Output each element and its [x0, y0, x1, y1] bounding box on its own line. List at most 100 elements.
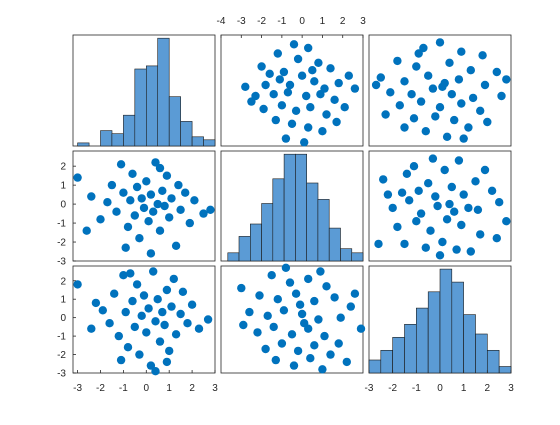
- scatter-3-2-point-4: [322, 282, 331, 291]
- scatter-3-2-point-32: [306, 354, 315, 363]
- scatter-2-3-point-33: [480, 165, 490, 175]
- left-tick-label-row3: -2: [57, 350, 66, 361]
- scatter-3-1-point-7: [119, 271, 128, 280]
- scatter-1-3-point-25: [457, 99, 466, 108]
- top-tick-label: -1: [277, 16, 286, 27]
- scatter-2-1-point-4: [103, 198, 112, 207]
- scatter-2-1-point-38: [146, 249, 156, 258]
- scatter-1-2-point-24: [302, 91, 311, 101]
- hist-1-bar-5: [123, 114, 136, 147]
- bottom-tick-label-col1: 3: [212, 383, 218, 394]
- scatter-3-2-point-27: [310, 341, 319, 350]
- scatter-3-2-point-15: [314, 315, 323, 324]
- scatter-1-3-point-36: [371, 80, 381, 90]
- scatter-3-2-point-38: [295, 300, 305, 309]
- scatter-2-1-point-12: [130, 211, 139, 220]
- scatter-2-1-point-28: [167, 194, 176, 203]
- scatter-2-1-point-33: [185, 218, 194, 228]
- hist-3-bar-2: [380, 349, 393, 374]
- left-tick-label-row3: -1: [57, 332, 66, 343]
- scatter-3-1-point-26: [165, 346, 174, 356]
- left-tick-label-row2: -3: [57, 257, 66, 268]
- scatter-3-1-point-2: [91, 298, 101, 308]
- scatter-2-1-point-20: [149, 207, 158, 216]
- scatter-3-2-point-20: [287, 330, 297, 339]
- bottom-tick-label-col1: -3: [73, 383, 82, 394]
- hist-1-bar-10: [180, 121, 193, 147]
- scatter-2-3-point-34: [414, 186, 423, 195]
- scatter-2-3-point-9: [388, 203, 397, 213]
- left-tick-label-row3: 2: [60, 276, 66, 287]
- bottom-tick-label-col3: 0: [437, 383, 443, 394]
- hist-1-bar-4: [111, 133, 124, 147]
- scatter-1-2-point-7: [279, 67, 289, 77]
- scatter-2-1-point-6: [112, 207, 121, 216]
- scatter-2-1-point-16: [139, 203, 149, 213]
- scatter-2-1-point-23: [155, 226, 165, 235]
- bottom-tick-label-col3: 1: [461, 383, 467, 394]
- scatter-1-2-point-28: [259, 104, 268, 114]
- scatter-3-2-point-12: [263, 311, 272, 320]
- scatter-3-1-point-24: [160, 320, 169, 330]
- hist-2-bar-1: [227, 252, 240, 262]
- scatter-3-1-point-21: [153, 295, 162, 304]
- scatter-1-2-point-35: [304, 123, 313, 132]
- scatter-1-2-point-40: [247, 97, 256, 106]
- scatter-1-3-point-30: [450, 115, 459, 125]
- scatter-3-1-point-28: [171, 330, 181, 339]
- left-tick-label-row2: 1: [60, 181, 66, 192]
- left-tick-label-row2: 2: [60, 162, 66, 173]
- scatter-2-1-point-18: [144, 217, 153, 226]
- scatter-1-2-point-23: [283, 88, 293, 97]
- scatter-1-2-point-25: [316, 90, 325, 99]
- scatter-2-3-point-24: [400, 239, 409, 249]
- scatter-3-2-point-29: [342, 357, 351, 367]
- scatter-3-2-point-7: [291, 289, 301, 298]
- scatter-3-2-point-6: [273, 295, 282, 304]
- scatter-3-2-point-18: [253, 328, 262, 337]
- scatter-1-3-point-22: [395, 101, 404, 110]
- hist-3-bar-7: [439, 268, 453, 374]
- scatter-3-2-point-30: [271, 355, 280, 365]
- hist-1-bar-1: [77, 142, 90, 147]
- scatter-1-2-point-33: [271, 115, 280, 125]
- bottom-tick-label-col1: 1: [166, 383, 172, 394]
- hist-2-bar-2: [238, 236, 251, 262]
- scatter-1-2-point-30: [291, 106, 301, 116]
- scatter-1-3-point-39: [459, 134, 468, 143]
- scatter-2-1-point-31: [176, 205, 185, 214]
- scatter-1-3-point-16: [386, 88, 395, 97]
- scatter-3-2-point-11: [245, 307, 254, 317]
- scatter-2-3-point-16: [495, 198, 504, 207]
- scatter-2-1-point-17: [142, 177, 151, 186]
- scatter-1-3-point-5: [393, 56, 402, 66]
- scatter-1-2-point-38: [300, 138, 309, 147]
- left-tick-label-row2: 0: [60, 200, 66, 211]
- scatter-3-1-point-34: [203, 315, 213, 324]
- scatter-3-1-point-25: [162, 285, 172, 295]
- scatter-3-2-point-36: [318, 365, 327, 374]
- scatter-1-3-point-7: [445, 58, 454, 67]
- scatter-2-3-point-14: [459, 190, 468, 199]
- scatter-2-3-point-30: [433, 201, 442, 211]
- left-tick-label-row2: -1: [57, 219, 66, 230]
- scatter-2-3-point-28: [464, 203, 473, 213]
- scatter-1-2-point-6: [265, 69, 274, 79]
- scatter-3-2-point-40: [237, 283, 246, 293]
- scatter-2-1-point-36: [206, 205, 215, 214]
- scatter-2-3-point-7: [471, 177, 480, 186]
- scatter-2-3-point-36: [383, 190, 393, 199]
- scatter-3-2-point-39: [350, 289, 360, 298]
- scatter-1-2-point-2: [289, 40, 299, 49]
- scatter-1-2-point-22: [269, 90, 278, 99]
- scatter-1-3-point-20: [468, 93, 478, 103]
- scatter-2-1-point-21: [151, 158, 160, 167]
- scatter-1-2-point-29: [277, 101, 287, 110]
- scatter-1-3-point-8: [466, 66, 475, 75]
- hist-3-bar-11: [486, 349, 500, 374]
- scatter-2-3-point-1: [379, 175, 388, 184]
- scatter-3-2-point-31: [289, 361, 299, 370]
- hist-3-bar-5: [415, 307, 429, 374]
- scatter-3-2-point-35: [316, 267, 325, 276]
